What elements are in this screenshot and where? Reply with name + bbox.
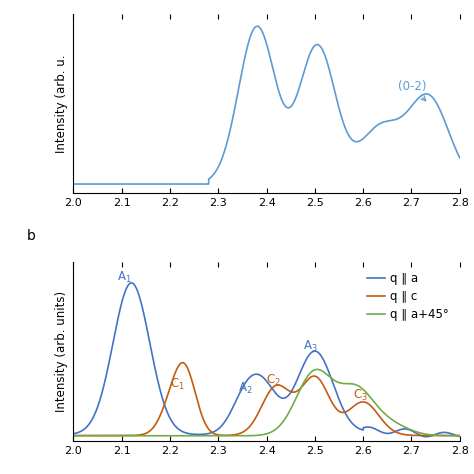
Line: q ∥ a: q ∥ a bbox=[73, 283, 460, 437]
q ∥ c bbox=[408, 432, 413, 438]
Line: q ∥ a+45°: q ∥ a+45° bbox=[73, 369, 460, 436]
q ∥ a+45° bbox=[408, 427, 413, 433]
q ∥ a+45° bbox=[115, 433, 120, 438]
Text: b: b bbox=[27, 229, 36, 243]
q ∥ c bbox=[137, 432, 143, 438]
q ∥ a+45° bbox=[314, 366, 320, 372]
Text: A$_1$: A$_1$ bbox=[117, 270, 131, 285]
q ∥ a bbox=[115, 318, 120, 324]
q ∥ c bbox=[219, 432, 225, 438]
Text: A$_3$: A$_3$ bbox=[303, 339, 318, 354]
q ∥ c bbox=[236, 431, 241, 437]
q ∥ a bbox=[219, 423, 225, 428]
Text: C$_3$: C$_3$ bbox=[353, 388, 368, 403]
q ∥ a bbox=[128, 280, 134, 286]
Text: C$_1$: C$_1$ bbox=[170, 377, 185, 392]
q ∥ a bbox=[71, 431, 76, 437]
Line: q ∥ c: q ∥ c bbox=[73, 363, 460, 436]
Y-axis label: Intensity (arb. u.: Intensity (arb. u. bbox=[55, 55, 68, 153]
Text: A$_2$: A$_2$ bbox=[237, 381, 252, 395]
q ∥ a bbox=[236, 393, 241, 399]
q ∥ c bbox=[457, 433, 463, 438]
q ∥ c bbox=[115, 433, 120, 438]
Legend: q ∥ a, q ∥ c, q ∥ a+45°: q ∥ a, q ∥ c, q ∥ a+45° bbox=[362, 267, 454, 325]
q ∥ a bbox=[408, 428, 413, 433]
q ∥ a+45° bbox=[457, 433, 463, 438]
q ∥ c bbox=[180, 360, 185, 365]
q ∥ a+45° bbox=[236, 433, 241, 438]
q ∥ c bbox=[71, 433, 76, 438]
Text: (0-2): (0-2) bbox=[398, 80, 427, 101]
q ∥ a bbox=[457, 434, 463, 439]
q ∥ a+45° bbox=[137, 433, 143, 438]
q ∥ a+45° bbox=[71, 433, 76, 438]
q ∥ c bbox=[449, 433, 455, 438]
q ∥ a bbox=[138, 298, 144, 303]
Text: C$_2$: C$_2$ bbox=[266, 373, 281, 388]
q ∥ a+45° bbox=[219, 433, 225, 438]
q ∥ a+45° bbox=[449, 433, 455, 438]
q ∥ a bbox=[423, 434, 429, 439]
q ∥ a bbox=[450, 431, 456, 437]
Y-axis label: Intensity (arb. units): Intensity (arb. units) bbox=[55, 291, 68, 412]
